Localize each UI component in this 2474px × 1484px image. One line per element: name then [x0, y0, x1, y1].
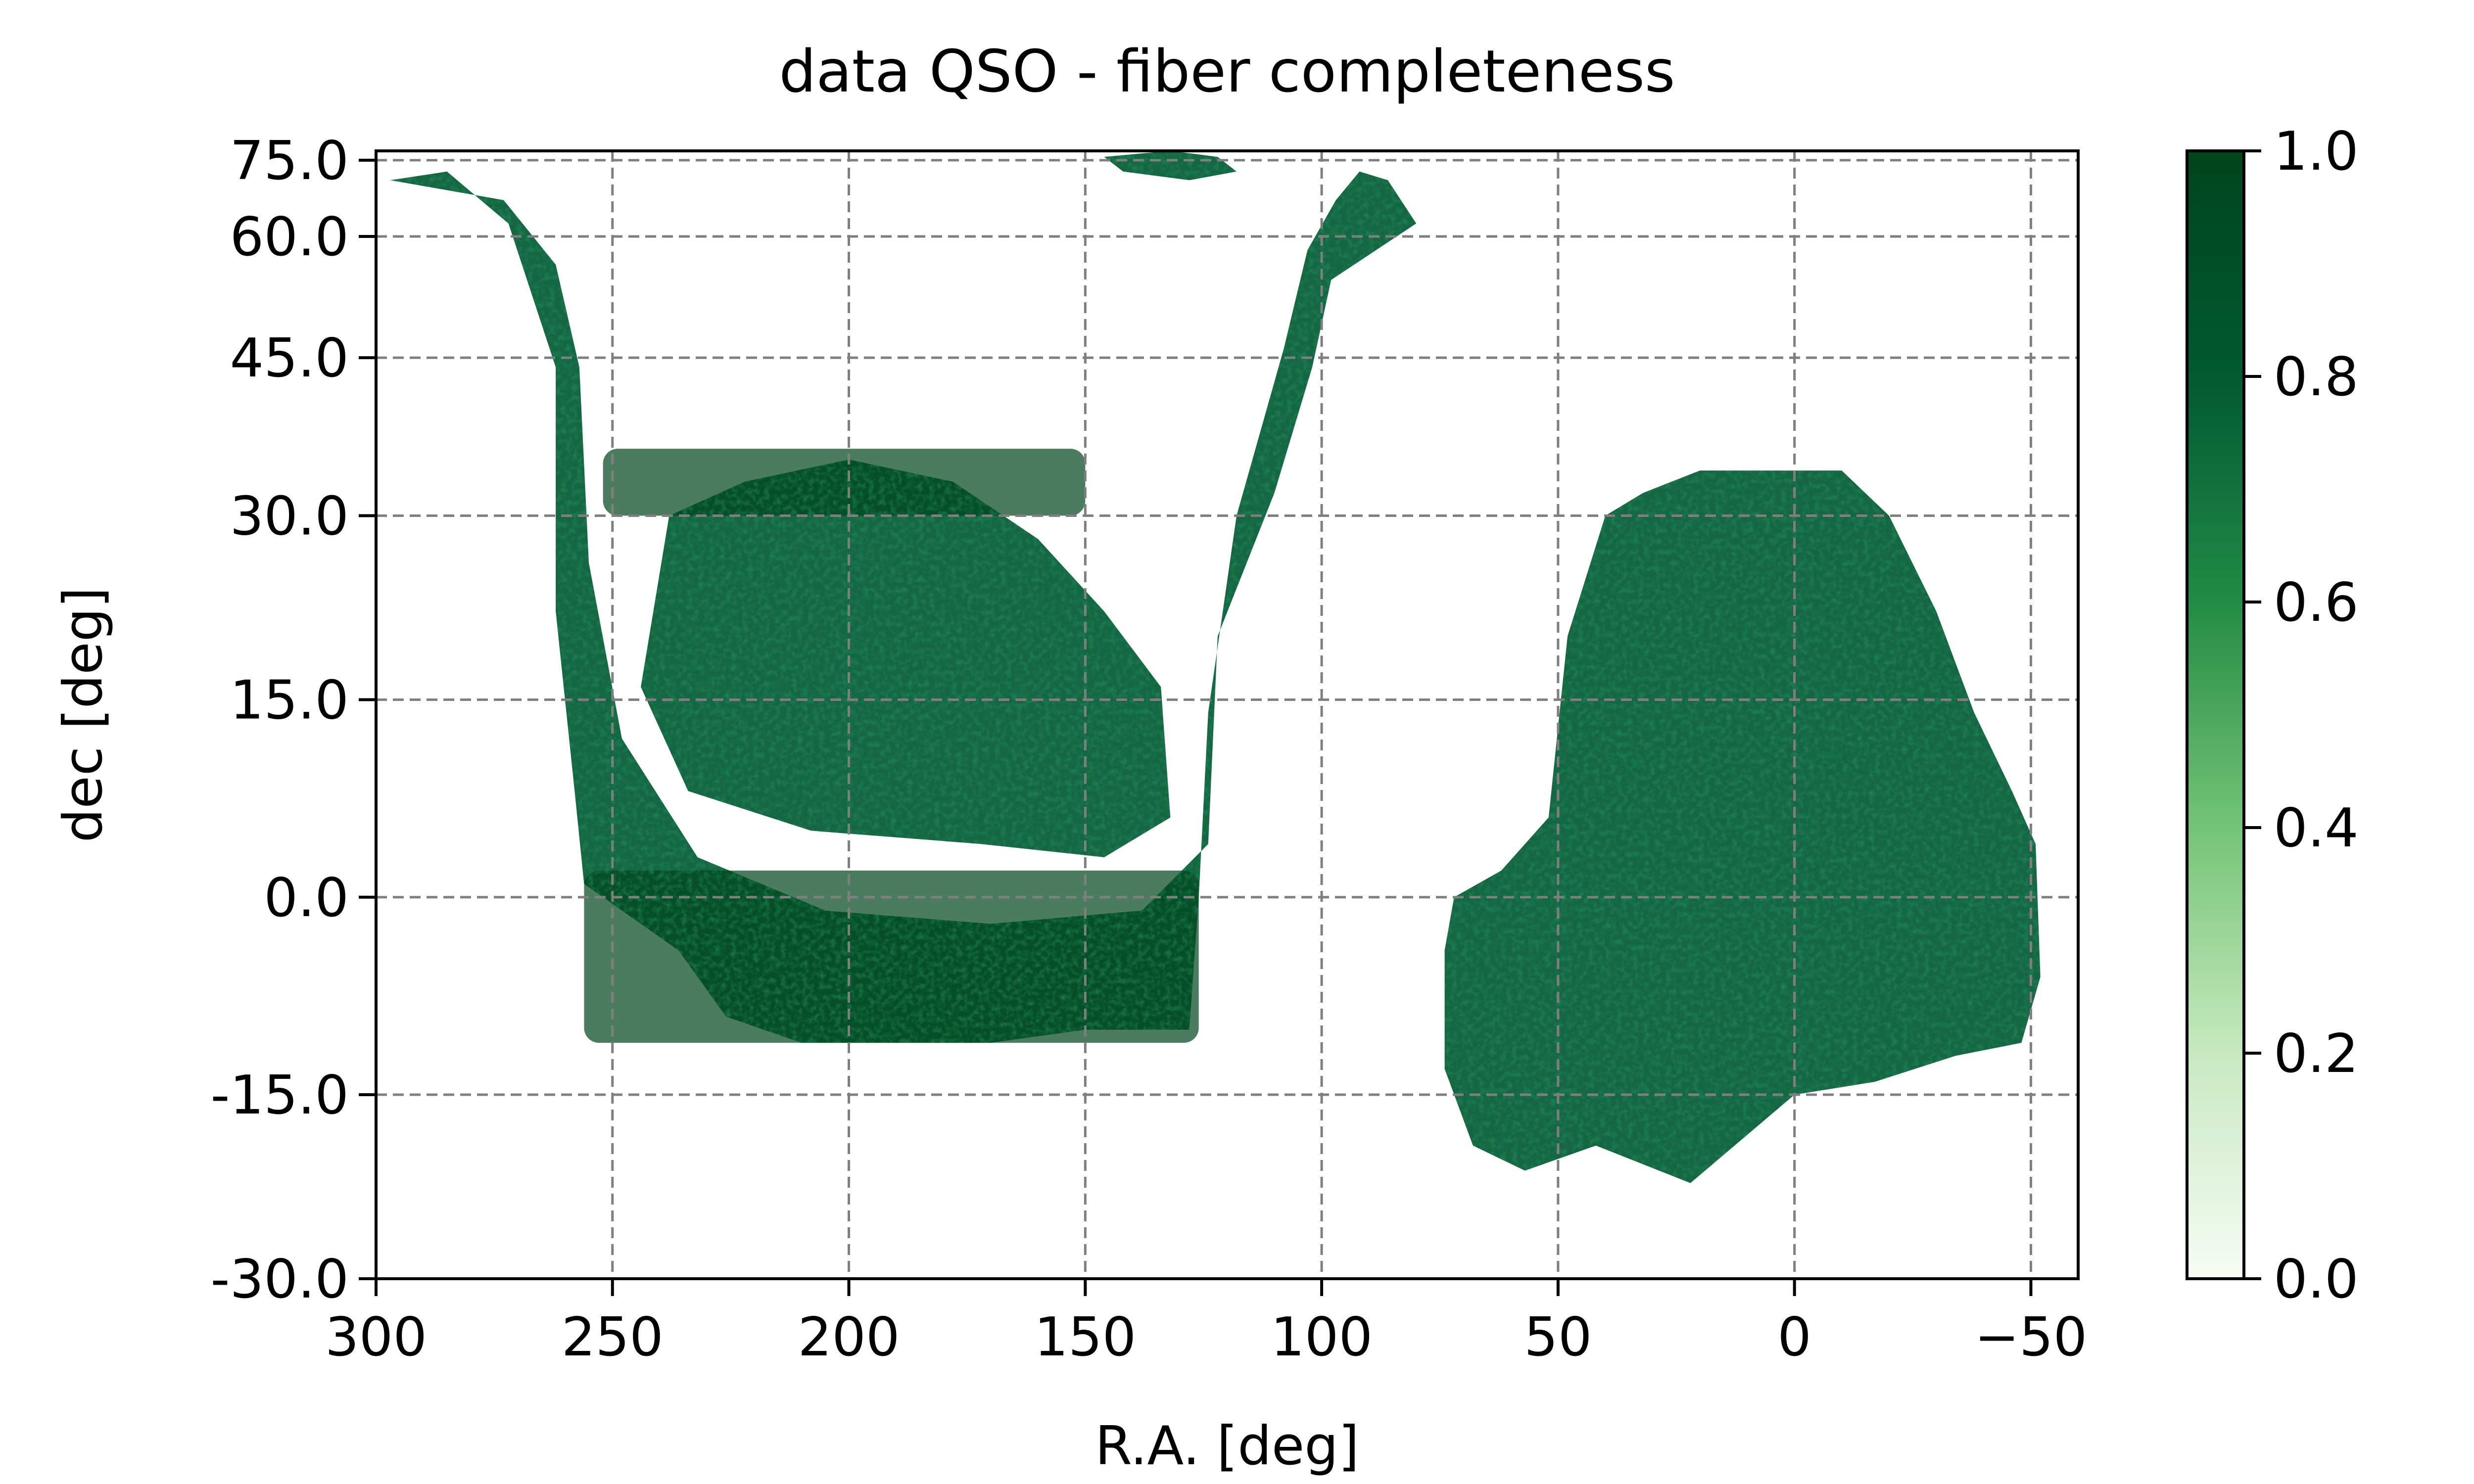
colorbar-tick-label: 0.6: [2274, 572, 2359, 634]
y-tick-label: 75.0: [230, 130, 349, 192]
y-tick-label: -30.0: [211, 1249, 349, 1310]
x-axis-ticks: 300 250 200 150 100 50 0 −50: [325, 1279, 2087, 1368]
y-tick-label: 60.0: [230, 206, 349, 268]
x-tick-label: −50: [1974, 1306, 2087, 1368]
colorbar-tick-label: 0.4: [2274, 797, 2359, 859]
colorbar-tick-label: 0.2: [2274, 1023, 2359, 1085]
colorbar-tick-label: 0.8: [2274, 346, 2359, 408]
y-axis-label: dec [deg]: [52, 587, 114, 843]
x-tick-label: 300: [325, 1306, 427, 1368]
chart-title: data QSO - fiber completeness: [779, 37, 1675, 105]
y-tick-label: -15.0: [211, 1065, 349, 1126]
x-axis-label: R.A. [deg]: [1095, 1415, 1359, 1477]
x-tick-label: 200: [798, 1306, 900, 1368]
colorbar-ticks: 0.0 0.2 0.4 0.6 0.8 1.0: [2244, 121, 2359, 1310]
x-tick-label: 0: [1777, 1306, 1811, 1368]
x-tick-label: 50: [1524, 1306, 1592, 1368]
x-tick-label: 150: [1034, 1306, 1136, 1368]
x-tick-label: 250: [562, 1306, 664, 1368]
x-tick-label: 100: [1271, 1306, 1373, 1368]
plot-frame: [375, 149, 2080, 1280]
y-tick-label: 0.0: [264, 867, 349, 929]
y-tick-label: 15.0: [230, 670, 349, 732]
colorbar-tick-label: 1.0: [2274, 121, 2359, 183]
y-tick-label: 45.0: [230, 327, 349, 389]
colorbar-tick-label: 0.0: [2274, 1249, 2359, 1310]
colorbar: [2186, 149, 2245, 1280]
y-tick-label: 30.0: [230, 486, 349, 548]
y-axis-ticks: -30.0 -15.0 0.0 15.0 30.0 45.0 60.0 75.0: [211, 130, 376, 1310]
